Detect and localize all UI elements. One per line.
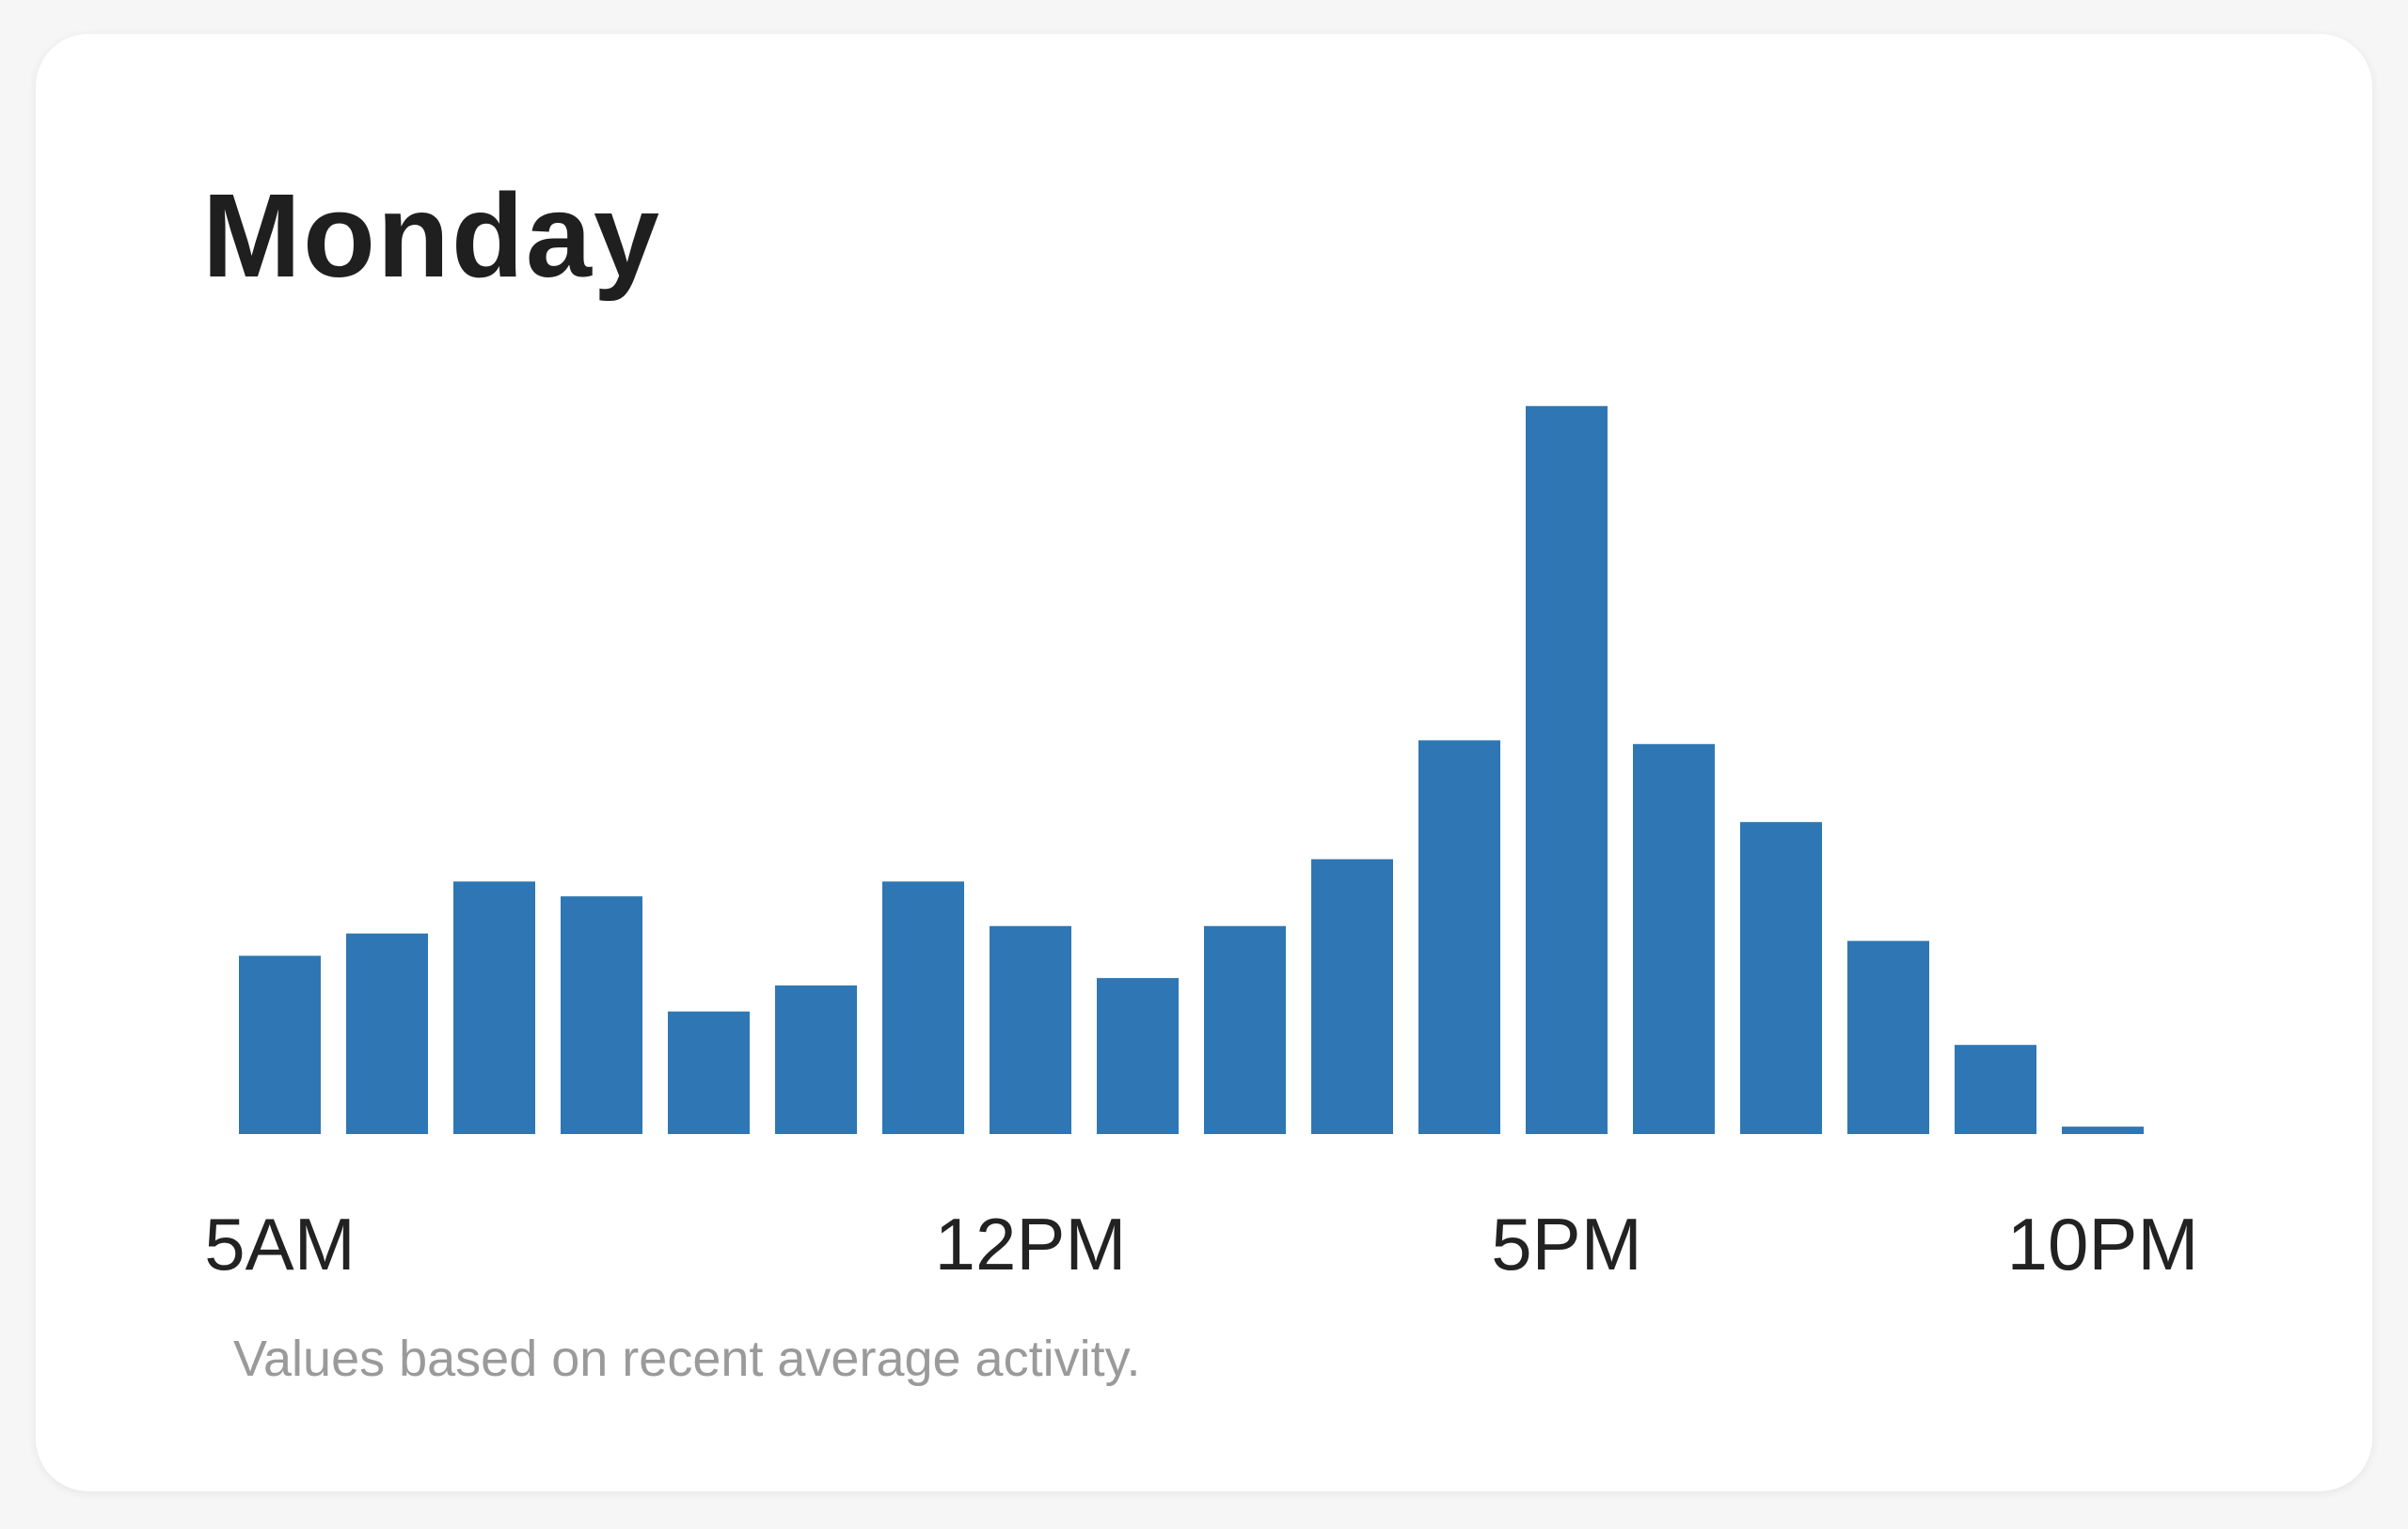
bar-1pm[interactable]	[1097, 978, 1179, 1134]
bar-6pm[interactable]	[1633, 744, 1715, 1134]
bar-7am[interactable]	[453, 881, 535, 1134]
day-title: Monday	[202, 169, 662, 302]
bar-11am[interactable]	[882, 881, 964, 1134]
bar-12pm[interactable]	[990, 925, 1071, 1134]
bar-10am[interactable]	[775, 985, 857, 1134]
x-tick-label: 12PM	[935, 1203, 1127, 1285]
bar-10pm[interactable]	[2062, 1127, 2144, 1134]
bar-5am[interactable]	[239, 955, 321, 1134]
bar-9pm[interactable]	[1955, 1045, 2036, 1134]
x-axis-ticks: 5AM 12PM 5PM 10PM	[204, 1203, 2198, 1285]
bar-7pm[interactable]	[1740, 822, 1822, 1134]
bar-5pm[interactable]	[1526, 405, 1608, 1134]
bar-2pm[interactable]	[1204, 925, 1286, 1134]
footnote: Values based on recent average activity.	[233, 1331, 1141, 1387]
x-tick-label: 5PM	[1491, 1203, 1641, 1285]
bar-9am[interactable]	[668, 1011, 750, 1134]
bar-8am[interactable]	[561, 896, 642, 1134]
bar-6am[interactable]	[346, 933, 428, 1134]
popular-times-card	[36, 34, 2372, 1491]
bar-8pm[interactable]	[1847, 940, 1929, 1134]
x-tick-label: 10PM	[2007, 1203, 2199, 1285]
bar-4pm[interactable]	[1418, 740, 1500, 1134]
bar-3pm[interactable]	[1311, 859, 1393, 1134]
bars-group	[239, 405, 2144, 1134]
x-tick-label: 5AM	[204, 1203, 355, 1285]
